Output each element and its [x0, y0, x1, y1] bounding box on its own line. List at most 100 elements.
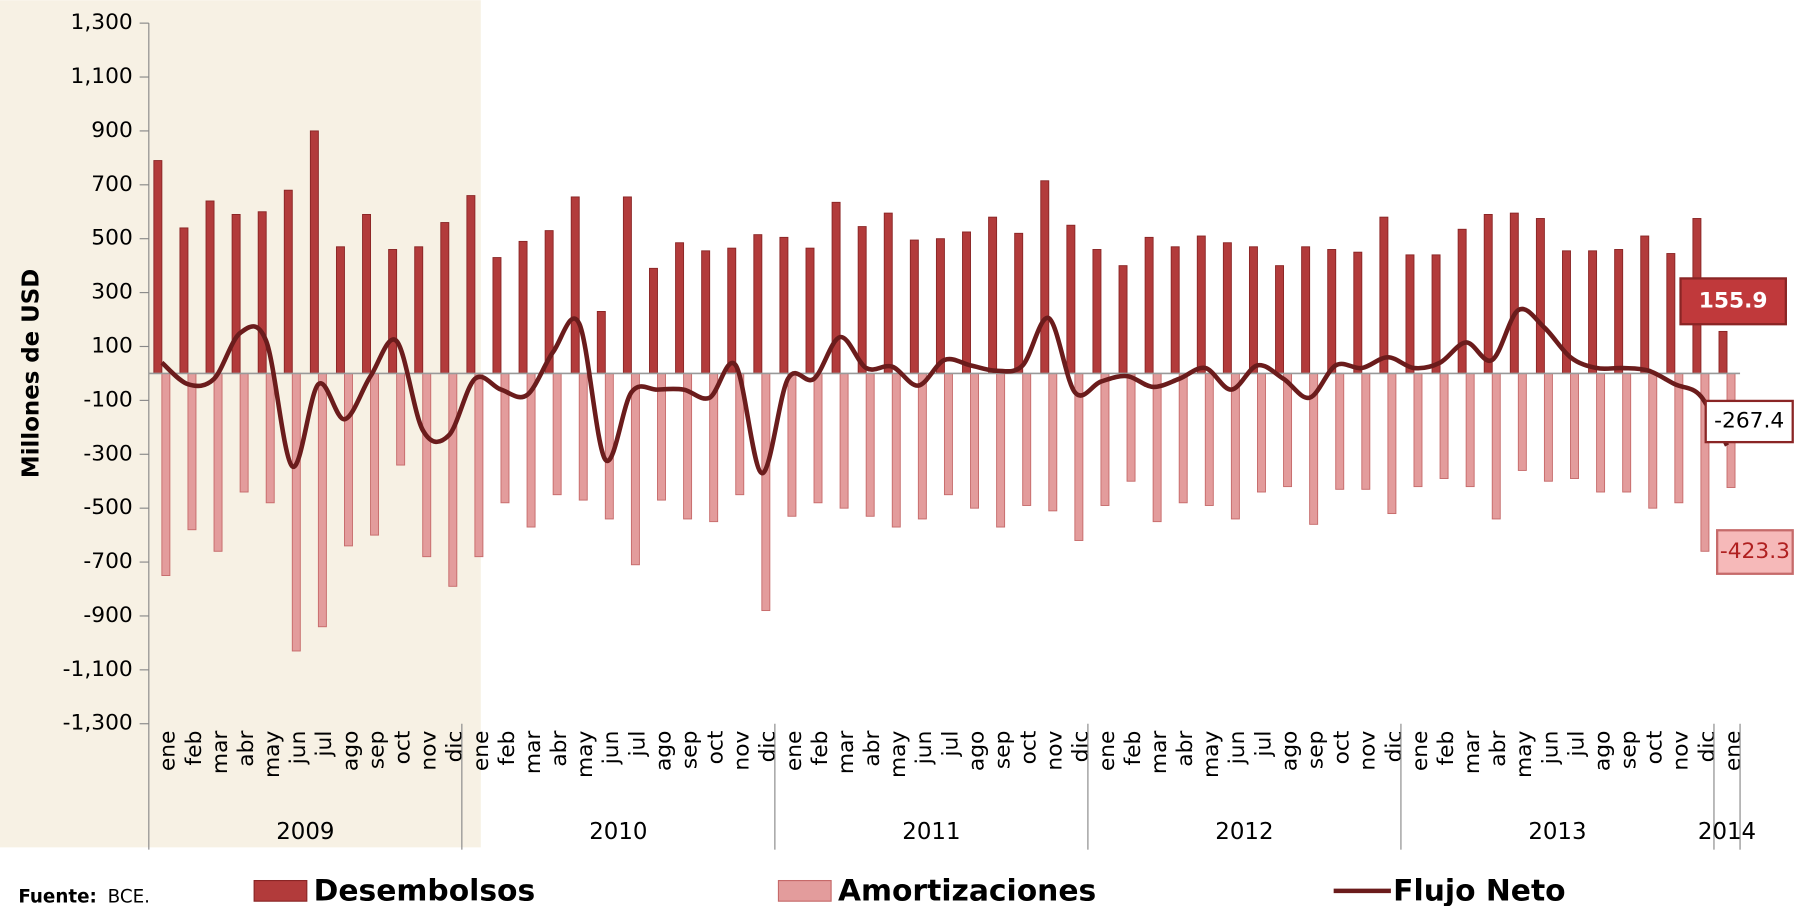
- bar: [805, 247, 815, 374]
- bar: [1535, 218, 1545, 374]
- bar: [492, 257, 502, 374]
- x-tick-label: nov: [1043, 730, 1068, 770]
- bar: [1431, 254, 1441, 374]
- x-tick-label: mar: [1147, 731, 1172, 775]
- bar: [649, 267, 658, 374]
- y-tick-label: -700: [83, 549, 132, 574]
- x-tick-label: sep: [1617, 731, 1642, 770]
- bar: [630, 372, 640, 566]
- x-tick-label: nov: [417, 730, 442, 770]
- x-tick-label: sep: [1304, 731, 1329, 770]
- x-tick-label: sep: [677, 731, 702, 770]
- x-tick-label: abr: [1486, 731, 1511, 767]
- x-tick-label: ago: [651, 731, 676, 771]
- bar: [344, 372, 353, 547]
- bar: [1379, 216, 1389, 374]
- y-tick-label: -300: [83, 441, 132, 466]
- bar: [909, 239, 919, 374]
- x-tick-label: may: [886, 730, 911, 778]
- x-tick-label: jun: [1225, 731, 1250, 766]
- year-label: 2011: [902, 819, 960, 845]
- x-tick-label: oct: [1330, 731, 1355, 765]
- x-tick-label: nov: [1669, 730, 1694, 770]
- bar: [1509, 212, 1519, 374]
- bar: [761, 372, 771, 612]
- x-tick-label: dic: [1695, 731, 1720, 763]
- bar: [1622, 372, 1632, 493]
- bar: [518, 240, 528, 374]
- bar: [474, 372, 484, 558]
- y-tick-label: 100: [91, 333, 133, 358]
- y-tick-label: -1,100: [63, 657, 133, 682]
- x-tick-label: dic: [1382, 731, 1407, 763]
- bar: [370, 372, 380, 536]
- bar: [622, 196, 632, 374]
- y-tick-label: 900: [91, 118, 133, 143]
- bar: [1144, 236, 1154, 374]
- bar: [1092, 249, 1102, 374]
- x-tick-label: abr: [860, 731, 885, 767]
- bar: [1361, 372, 1371, 490]
- bar: [239, 372, 249, 493]
- y-tick-label: 300: [91, 280, 133, 305]
- bar: [727, 247, 737, 374]
- bar: [1570, 372, 1579, 479]
- bar: [1483, 213, 1493, 374]
- x-tick-label: jul: [312, 731, 337, 758]
- bar: [317, 372, 327, 628]
- bar: [962, 231, 971, 374]
- x-tick-label: abr: [234, 731, 259, 767]
- x-tick-label: abr: [547, 731, 572, 767]
- x-tick-label: abr: [1173, 731, 1198, 767]
- y-tick-label: 1,300: [71, 10, 133, 35]
- y-tick-label: -500: [83, 495, 132, 520]
- bar: [1196, 235, 1206, 374]
- source: BCE.: [108, 887, 150, 906]
- bar: [1517, 372, 1527, 471]
- x-tick-label: oct: [391, 731, 416, 765]
- x-tick-label: oct: [704, 731, 729, 765]
- x-tick-label: ago: [1590, 731, 1615, 771]
- bar: [917, 372, 927, 520]
- x-tick-label: oct: [1017, 731, 1042, 765]
- bar: [1718, 330, 1728, 374]
- bar: [1614, 249, 1624, 374]
- bar: [1178, 372, 1188, 504]
- bar: [1335, 372, 1345, 490]
- bar: [1387, 372, 1397, 515]
- data-label: -423.3: [1720, 539, 1790, 564]
- bar: [231, 213, 241, 374]
- x-tick-label: mar: [208, 731, 233, 775]
- bar: [1170, 246, 1180, 374]
- x-tick-label: oct: [1643, 731, 1668, 765]
- x-tick-label: ene: [156, 731, 181, 772]
- line: [160, 306, 1730, 476]
- legend-swatch: [777, 879, 832, 902]
- bar: [996, 372, 1006, 528]
- bar: [388, 249, 398, 374]
- data-label-box: [1704, 399, 1794, 444]
- bar: [779, 236, 789, 374]
- bar: [578, 372, 588, 501]
- x-tick-label: ene: [1095, 731, 1120, 772]
- x-tick-label: jul: [1564, 731, 1589, 758]
- x-tick-label: feb: [808, 731, 833, 766]
- y-tick-label: -900: [83, 603, 132, 628]
- bar: [865, 372, 875, 517]
- x-tick-label: ene: [1721, 731, 1746, 772]
- bar: [1327, 249, 1337, 374]
- bar: [1405, 254, 1415, 374]
- bar: [1118, 265, 1128, 374]
- x-tick-label: mar: [1460, 731, 1485, 775]
- y-tick-label: 1,100: [71, 64, 133, 89]
- x-tick-label: ene: [1408, 731, 1433, 772]
- bar: [883, 212, 893, 374]
- x-tick-label: may: [260, 730, 285, 778]
- bar: [335, 246, 345, 374]
- year-label: 2010: [589, 819, 647, 845]
- bar: [1301, 246, 1311, 374]
- bar: [787, 372, 797, 517]
- x-tick-label: jul: [938, 731, 963, 758]
- y-tick-label: 700: [91, 172, 133, 197]
